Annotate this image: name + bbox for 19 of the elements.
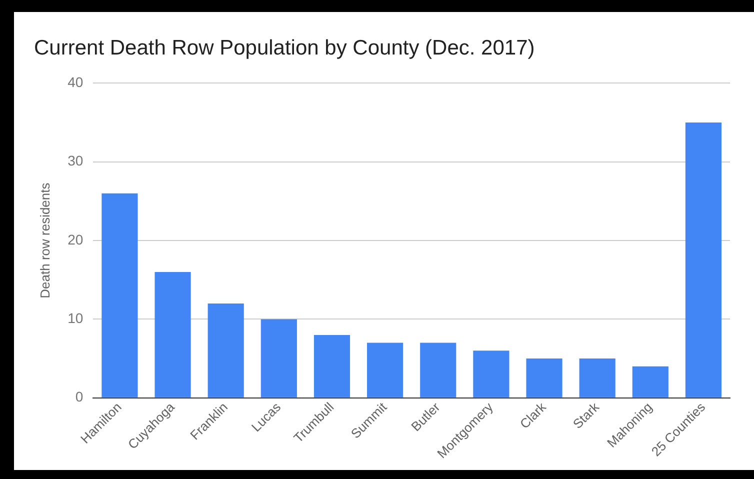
y-tick-label: 30 [68, 152, 84, 169]
bar [208, 303, 244, 398]
y-tick-label: 20 [68, 231, 84, 248]
bar [314, 334, 350, 398]
bar [579, 358, 616, 398]
y-tick-label: 0 [75, 388, 84, 405]
y-tick-label: 40 [68, 74, 84, 90]
bar [260, 319, 297, 398]
chart-title: Current Death Row Population by County (Dec. 2017) [34, 36, 535, 60]
bar [154, 272, 191, 398]
y-axis-title: Death row residents [37, 182, 52, 298]
bar [102, 193, 138, 398]
bar [685, 122, 722, 398]
bar [526, 358, 562, 398]
bar [473, 350, 510, 398]
bar [420, 342, 456, 398]
y-tick-label: 10 [68, 310, 84, 326]
bar [367, 342, 404, 398]
bar [632, 366, 668, 398]
